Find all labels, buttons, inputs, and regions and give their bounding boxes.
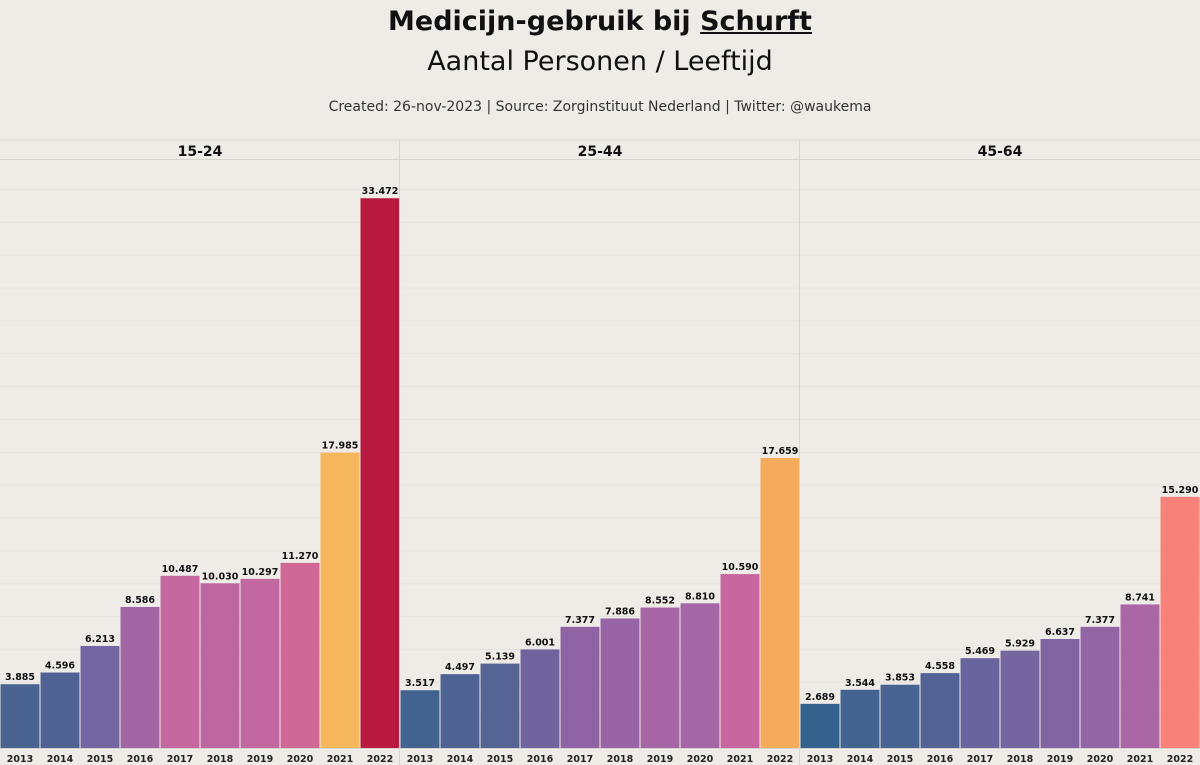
data-label: 6.001 <box>525 637 555 648</box>
title-underlined-text: Schurft <box>700 6 812 37</box>
bar <box>560 626 600 748</box>
data-label: 15.290 <box>1162 485 1199 496</box>
bar <box>960 658 1000 748</box>
x-tick-label: 2018 <box>207 754 234 765</box>
data-label: 10.030 <box>202 571 239 582</box>
data-label: 10.590 <box>722 562 759 573</box>
x-tick-label: 2013 <box>7 754 33 765</box>
bar <box>600 618 640 748</box>
data-label: 5.139 <box>485 652 515 663</box>
data-label: 5.929 <box>1005 639 1035 650</box>
x-tick-label: 2013 <box>807 754 833 765</box>
x-tick-label: 2014 <box>847 754 874 765</box>
x-tick-label: 2014 <box>47 754 74 765</box>
bar <box>920 673 960 748</box>
title-text: Medicijn-gebruik bij <box>388 6 701 37</box>
bar <box>240 578 280 748</box>
data-label: 17.985 <box>322 441 359 452</box>
bar <box>1160 496 1200 748</box>
x-tick-label: 2021 <box>327 754 353 765</box>
bar <box>40 672 80 748</box>
chart-subtitle: Aantal Personen / Leeftijd <box>427 46 773 77</box>
panel-header: 15-24 <box>178 144 223 160</box>
data-label: 4.497 <box>445 662 475 673</box>
panel-header: 45-64 <box>978 144 1023 160</box>
data-label: 8.552 <box>645 596 675 607</box>
bar <box>120 606 160 748</box>
data-label: 2.689 <box>805 692 835 703</box>
bar <box>1040 638 1080 748</box>
x-tick-label: 2017 <box>567 754 593 765</box>
bar <box>80 645 120 748</box>
bar <box>160 575 200 748</box>
x-tick-label: 2014 <box>447 754 474 765</box>
data-label: 7.377 <box>1085 615 1115 626</box>
bar <box>720 574 760 748</box>
x-tick-label: 2018 <box>607 754 634 765</box>
data-label: 33.472 <box>362 186 399 197</box>
x-tick-label: 2019 <box>647 754 673 765</box>
data-label: 17.659 <box>762 446 799 457</box>
bar <box>1080 626 1120 748</box>
data-label: 6.213 <box>85 634 115 645</box>
bar <box>840 689 880 748</box>
bar <box>1000 650 1040 748</box>
bar <box>200 583 240 748</box>
x-tick-label: 2019 <box>1047 754 1073 765</box>
data-label: 11.270 <box>282 551 319 562</box>
data-label: 3.544 <box>845 678 875 689</box>
bar <box>320 452 360 748</box>
data-label: 6.637 <box>1045 627 1075 638</box>
x-tick-label: 2017 <box>167 754 193 765</box>
data-label: 4.558 <box>925 661 955 672</box>
x-tick-label: 2020 <box>1087 754 1114 765</box>
data-label: 8.741 <box>1125 592 1155 603</box>
x-tick-label: 2019 <box>247 754 273 765</box>
data-label: 10.297 <box>242 567 279 578</box>
x-tick-label: 2015 <box>487 754 513 765</box>
data-label: 4.596 <box>45 661 75 672</box>
chart-credits: Created: 26-nov-2023 | Source: Zorginsti… <box>328 99 872 115</box>
x-tick-label: 2018 <box>1007 754 1034 765</box>
x-tick-label: 2016 <box>927 754 954 765</box>
bar <box>520 649 560 748</box>
bar <box>640 607 680 748</box>
chart-title: Medicijn-gebruik bij Schurft <box>0 6 1200 37</box>
x-tick-label: 2022 <box>367 754 393 765</box>
x-tick-label: 2022 <box>767 754 793 765</box>
bar <box>800 703 840 748</box>
data-label: 7.377 <box>565 615 595 626</box>
bar <box>760 457 800 748</box>
x-tick-label: 2015 <box>887 754 913 765</box>
x-tick-label: 2020 <box>687 754 714 765</box>
x-tick-label: 2016 <box>527 754 554 765</box>
bar <box>440 674 480 748</box>
data-label: 3.853 <box>885 673 915 684</box>
bar <box>0 684 40 748</box>
bar <box>280 562 320 748</box>
x-tick-label: 2021 <box>727 754 753 765</box>
x-tick-label: 2020 <box>287 754 314 765</box>
data-label: 8.810 <box>685 591 715 602</box>
data-label: 7.886 <box>605 606 635 617</box>
bar <box>880 684 920 748</box>
bar <box>480 663 520 748</box>
data-label: 3.885 <box>5 672 35 683</box>
bar <box>400 690 440 748</box>
data-label: 10.487 <box>162 564 199 575</box>
x-tick-label: 2021 <box>1127 754 1153 765</box>
x-tick-label: 2017 <box>967 754 993 765</box>
data-label: 5.469 <box>965 646 995 657</box>
x-tick-label: 2015 <box>87 754 113 765</box>
data-label: 3.517 <box>405 678 435 689</box>
data-label: 8.586 <box>125 595 155 606</box>
x-tick-label: 2016 <box>127 754 154 765</box>
bar <box>360 198 400 748</box>
bar <box>680 603 720 748</box>
bar <box>1120 604 1160 748</box>
x-tick-label: 2013 <box>407 754 433 765</box>
panel-header: 25-44 <box>578 144 623 160</box>
x-tick-label: 2022 <box>1167 754 1193 765</box>
